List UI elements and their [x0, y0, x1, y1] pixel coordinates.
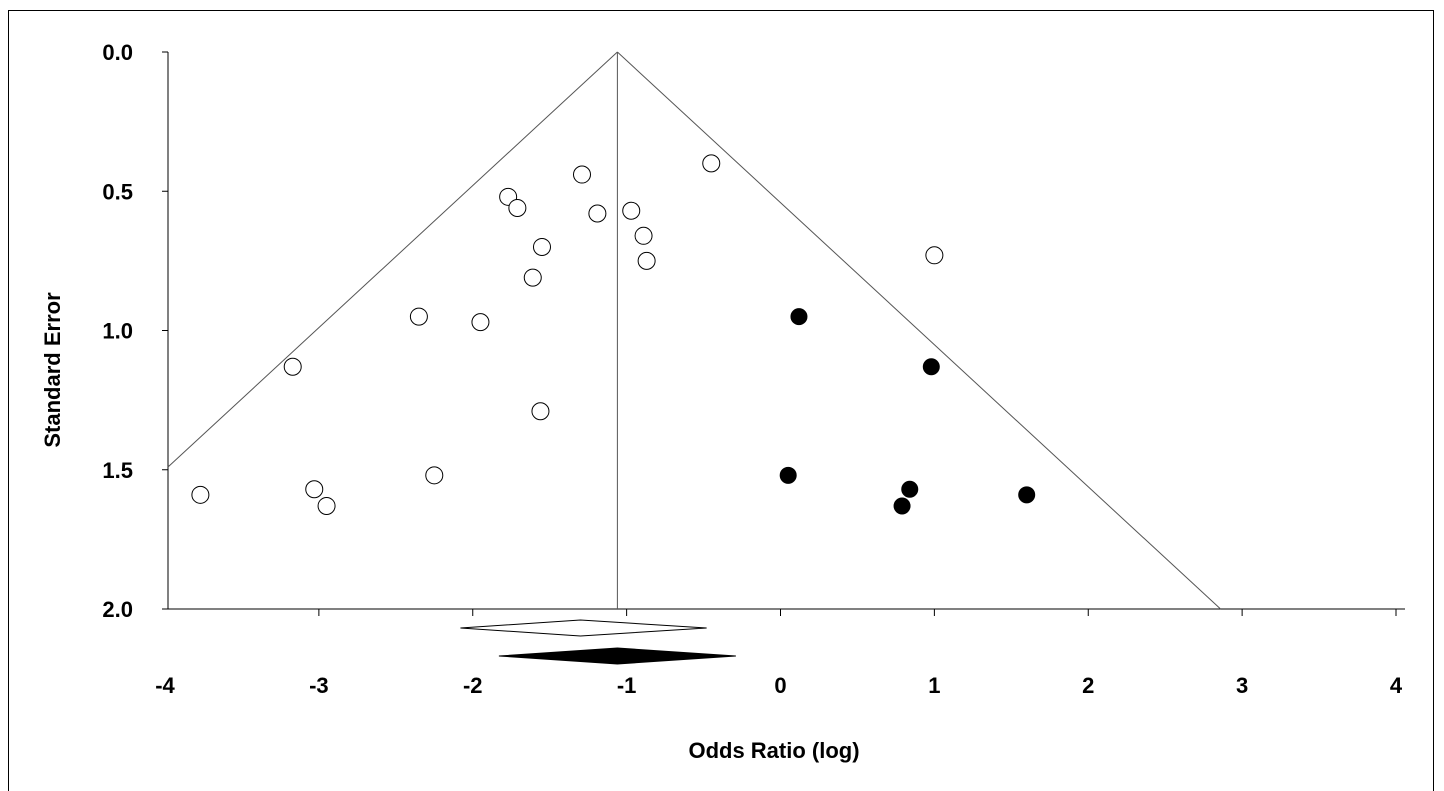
x-ticks: -4 -3 -2 -1 0 1 2 3 4	[155, 609, 1403, 698]
y-tick-label: 2.0	[102, 597, 133, 622]
observed-study-point	[702, 154, 721, 173]
observed-study-point	[317, 496, 336, 515]
imputed-study-point	[893, 497, 911, 515]
imputed-study-point	[779, 466, 797, 484]
x-tick-label: 2	[1082, 673, 1094, 698]
x-axis-title: Odds Ratio (log)	[688, 738, 859, 763]
observed-study-point	[925, 246, 944, 265]
observed-study-point	[471, 313, 490, 332]
imputed-study-point	[901, 480, 919, 498]
observed-study-point	[532, 237, 551, 256]
observed-study-point	[523, 268, 542, 287]
observed-study-point	[634, 226, 653, 245]
observed-study-point	[531, 402, 550, 421]
x-tick-label: 4	[1390, 673, 1403, 698]
y-tick-label: 0.0	[102, 40, 133, 65]
funnel-lines	[167, 51, 1221, 610]
imputed-study-point	[922, 358, 940, 376]
y-tick-label: 1.0	[102, 319, 133, 344]
observed-study-point	[508, 198, 527, 217]
adjusted-pooled-diamond	[498, 647, 736, 665]
imputed-study-point	[790, 308, 808, 326]
imputed-study-point	[1018, 486, 1036, 504]
chart-frame	[8, 10, 1434, 791]
funnel-left-limit	[167, 51, 618, 468]
y-tick-label: 0.5	[102, 179, 133, 204]
x-tick-label: -2	[463, 673, 483, 698]
observed-study-point	[588, 204, 607, 223]
x-tick-label: 1	[928, 673, 940, 698]
y-tick-label: 1.5	[102, 458, 133, 483]
pooled-diamonds	[460, 619, 736, 665]
x-tick-label: -3	[309, 673, 329, 698]
y-axis-title: Standard Error	[40, 292, 65, 448]
x-tick-label: -4	[155, 673, 175, 698]
x-tick-label: 3	[1236, 673, 1248, 698]
observed-pooled-diamond	[460, 619, 707, 637]
x-tick-label: 0	[774, 673, 786, 698]
observed-study-point	[305, 480, 324, 499]
funnel-right-limit	[617, 51, 1221, 610]
x-tick-label: -1	[617, 673, 637, 698]
observed-study-point	[637, 251, 656, 270]
observed-study-point	[622, 201, 641, 220]
observed-study-point	[425, 466, 444, 485]
observed-study-point	[573, 165, 592, 184]
observed-study-point	[283, 357, 302, 376]
observed-study-point	[191, 485, 210, 504]
y-ticks: 0.0 0.5 1.0 1.5 2.0	[102, 40, 168, 622]
axes	[167, 52, 1405, 610]
observed-study-point	[409, 307, 428, 326]
study-points	[191, 154, 1036, 515]
